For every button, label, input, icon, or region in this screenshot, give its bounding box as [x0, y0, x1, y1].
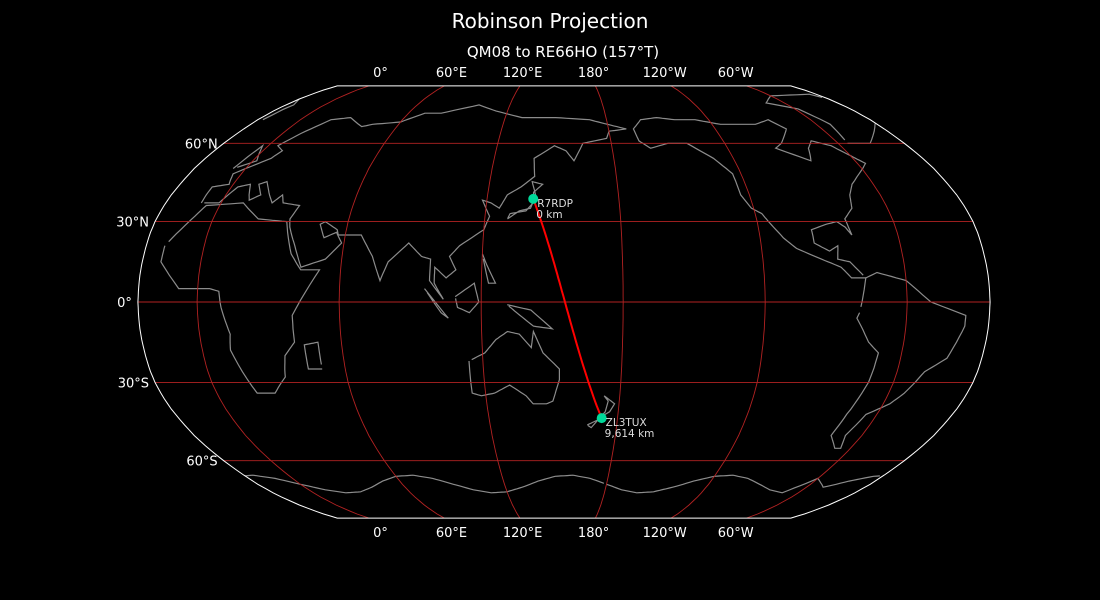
meridian-line: [595, 85, 624, 519]
lat-tick-label: 30°N: [116, 216, 149, 231]
coastline: [847, 123, 876, 144]
lat-tick-label: 0°: [117, 296, 132, 311]
lon-tick-label-top: 60°E: [436, 66, 467, 81]
map-title: Robinson Projection: [451, 9, 649, 33]
coastline: [232, 143, 265, 169]
station-callsign: R7RDP: [537, 198, 573, 210]
meridian-line: [338, 85, 445, 519]
lat-tick-label: 60°S: [186, 455, 217, 470]
lon-tick-label-bottom: 120°W: [643, 526, 687, 541]
coastline: [200, 104, 627, 300]
station-marker: [528, 193, 539, 204]
graticule: [137, 85, 991, 519]
coastline: [507, 180, 544, 220]
station-distance: 9,614 km: [605, 428, 655, 440]
map-outline: [137, 85, 991, 519]
meridian-line: [196, 85, 369, 519]
lon-tick-label-bottom: 0°: [373, 526, 388, 541]
station-distance: 0 km: [536, 209, 562, 221]
coastline: [765, 93, 846, 141]
lat-tick-label: 60°N: [185, 137, 218, 152]
lon-tick-label-top: 120°W: [643, 66, 687, 81]
coastline: [830, 271, 967, 449]
map-subtitle: QM08 to RE66HO (157°T): [466, 43, 660, 61]
lon-tick-label-top: 0°: [373, 66, 388, 81]
lat-tick-label: 30°S: [118, 376, 149, 391]
coastline: [468, 329, 560, 405]
lon-tick-label-bottom: 120°E: [503, 526, 543, 541]
lon-tick-label-bottom: 60°E: [436, 526, 467, 541]
coastline: [632, 116, 867, 279]
meridian-line: [670, 85, 766, 519]
lon-tick-label-top: 120°E: [503, 66, 543, 81]
lon-tick-label-top: 60°W: [718, 66, 754, 81]
great-circle-path: [532, 198, 603, 419]
lon-tick-label-top: 180°: [578, 66, 609, 81]
coastline: [262, 98, 300, 121]
coastline: [160, 202, 321, 394]
coastline: [303, 341, 323, 370]
coastline: [454, 282, 480, 314]
coastline: [507, 304, 555, 330]
lon-tick-label-bottom: 180°: [578, 526, 609, 541]
station-marker: [596, 413, 607, 424]
station-callsign: ZL3TUX: [606, 417, 647, 429]
coastline: [606, 474, 880, 494]
coastline: [424, 288, 449, 319]
coastlines: [160, 93, 967, 494]
lon-tick-label-bottom: 60°W: [718, 526, 754, 541]
meridian-line: [480, 85, 521, 519]
coastline: [244, 474, 605, 494]
coastline: [481, 253, 497, 284]
meridian-line: [746, 85, 908, 519]
